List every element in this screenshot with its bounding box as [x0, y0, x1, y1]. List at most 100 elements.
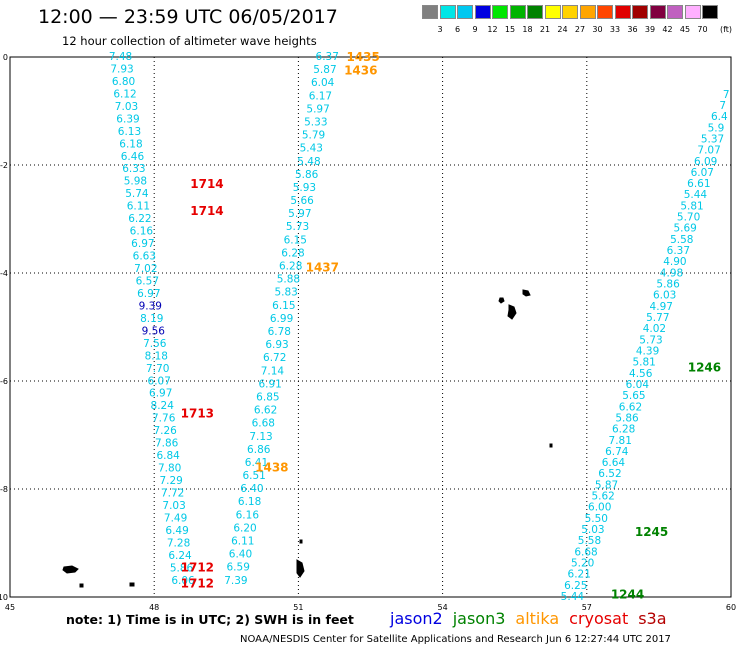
wave-height-value: 8.24 — [151, 400, 175, 412]
color-scale-label: 70 — [697, 25, 708, 34]
color-scale-label: 45 — [679, 25, 691, 34]
y-tick-label: -10 — [0, 593, 8, 602]
pass-time-label: 1245 — [635, 525, 668, 539]
wave-height-value: 5.20 — [571, 558, 594, 570]
color-scale-swatch — [667, 5, 683, 19]
wave-height-value: 6.99 — [270, 313, 293, 325]
wave-height-value: 7.39 — [224, 575, 247, 587]
color-scale-label: 24 — [557, 25, 568, 34]
wave-height-value: 6.04 — [311, 77, 335, 89]
wave-height-value: 6.24 — [168, 550, 192, 562]
wave-height-value: 6.84 — [156, 450, 180, 462]
wave-height-value: 7.03 — [162, 500, 185, 512]
satellite-legend-altika: altika — [515, 609, 560, 628]
wave-height-value: 6.18 — [238, 496, 261, 508]
y-tick-label: -4 — [0, 269, 8, 278]
wave-height-value: 5.69 — [673, 223, 696, 235]
wave-height-value: 7.07 — [697, 145, 720, 157]
island-outline — [299, 539, 303, 544]
pass-time-label: 1713 — [181, 406, 214, 420]
wave-height-value: 6.20 — [233, 522, 256, 534]
wave-height-value: 6.97 — [137, 288, 160, 300]
wave-height-value: 7.49 — [164, 512, 187, 524]
wave-height-value: 7.14 — [261, 365, 285, 377]
wave-height-value: 5.33 — [304, 116, 327, 128]
wave-height-value: 6.21 — [568, 569, 591, 581]
island-outline — [79, 583, 84, 588]
wave-height-value: 7.48 — [109, 51, 132, 63]
color-scale-label: 6 — [454, 25, 461, 34]
wave-height-value: 6.13 — [118, 126, 141, 138]
wave-height-value: 7 — [723, 89, 730, 101]
wave-height-value: 6.37 — [316, 51, 339, 63]
wave-height-value: 6.07 — [148, 375, 171, 387]
color-scale-label: 42 — [662, 25, 673, 34]
wave-height-value: 6.09 — [694, 156, 717, 168]
wave-height-value: 5.81 — [632, 357, 655, 369]
wave-height-value: 5.73 — [286, 221, 309, 233]
color-scale-swatch — [684, 5, 701, 19]
wave-height-value: 5.81 — [680, 200, 703, 212]
wave-height-value: 5.58 — [578, 535, 601, 547]
wave-height-value: 6.17 — [309, 90, 332, 102]
color-scale-swatch — [527, 5, 543, 19]
map-frame — [9, 56, 732, 598]
wave-height-value: 6.51 — [242, 470, 265, 482]
color-scale-label: 12 — [487, 25, 498, 34]
wave-height-value: 5.44 — [561, 591, 585, 603]
wave-height-value: 6.62 — [254, 405, 277, 417]
wave-height-value: 7.93 — [110, 63, 133, 75]
wave-height-value: 4.90 — [663, 256, 686, 268]
y-tick-label: -6 — [0, 377, 8, 386]
color-scale-label: 15 — [504, 25, 516, 34]
wave-height-value: 5.65 — [622, 390, 645, 402]
footer-note: note: 1) Time is in UTC; 2) SWH is in fe… — [66, 612, 354, 627]
wave-height-value: 6.15 — [272, 300, 295, 312]
color-scale-label: 18 — [522, 25, 533, 34]
color-scale-label: 21 — [539, 25, 551, 34]
wave-height-value: 6.39 — [116, 113, 139, 125]
wave-height-value: 6.25 — [564, 580, 587, 592]
color-scale-label: 39 — [644, 25, 656, 34]
wave-height-value: 6.11 — [127, 201, 150, 213]
color-scale-swatch — [632, 5, 648, 19]
wave-height-value: 5.70 — [677, 212, 700, 224]
wave-height-value: 9.56 — [142, 325, 166, 337]
pass-time-label: 1714 — [190, 177, 223, 191]
wave-height-value: 6.62 — [619, 401, 642, 413]
credit-line: NOAA/NESDIS Center for Satellite Applica… — [240, 634, 671, 645]
pass-time-label: 1712 — [181, 577, 214, 591]
wave-height-value: 6.59 — [227, 562, 250, 574]
wave-height-value: 6.86 — [247, 444, 271, 456]
wave-height-value: 7.13 — [249, 431, 272, 443]
wave-height-value: 5.74 — [125, 188, 149, 200]
color-scale-label: 30 — [592, 25, 603, 34]
color-scale-label: 3 — [437, 25, 443, 34]
wave-height-value: 5.98 — [124, 176, 147, 188]
wave-height-value: 6.93 — [265, 339, 288, 351]
wave-height-value: 6.12 — [113, 88, 136, 100]
wave-height-value: 6.15 — [284, 234, 307, 246]
color-scale-swatch — [614, 5, 631, 19]
wave-height-value: 6.28 — [279, 261, 302, 273]
wave-height-value: 6.06 — [171, 575, 195, 587]
wave-height-value: 6.91 — [258, 378, 281, 390]
wave-height-value: 5.03 — [581, 524, 604, 536]
wave-height-value: 7.03 — [115, 101, 138, 113]
wave-height-value: 6.37 — [667, 245, 690, 257]
color-scale-label: 27 — [574, 25, 586, 34]
wave-height-value: 5.37 — [701, 133, 724, 145]
wave-height-value: 6.85 — [256, 391, 279, 403]
satellite-legend-jason3: jason3 — [452, 609, 506, 628]
wave-height-value: 5.73 — [639, 334, 662, 346]
wave-height-value: 5.9 — [708, 122, 725, 134]
color-scale-swatch — [439, 5, 456, 19]
wave-height-value: 6.64 — [602, 457, 626, 469]
wave-height-value: 7.26 — [153, 425, 177, 437]
wave-height-value: 6.4 — [711, 111, 728, 123]
wave-height-value: 5.97 — [306, 103, 329, 115]
wave-height-value: 4.97 — [650, 301, 673, 313]
wave-height-value: 6.00 — [588, 502, 611, 514]
wave-height-value: 7.76 — [152, 413, 176, 425]
wave-height-value: 7.86 — [155, 438, 179, 450]
